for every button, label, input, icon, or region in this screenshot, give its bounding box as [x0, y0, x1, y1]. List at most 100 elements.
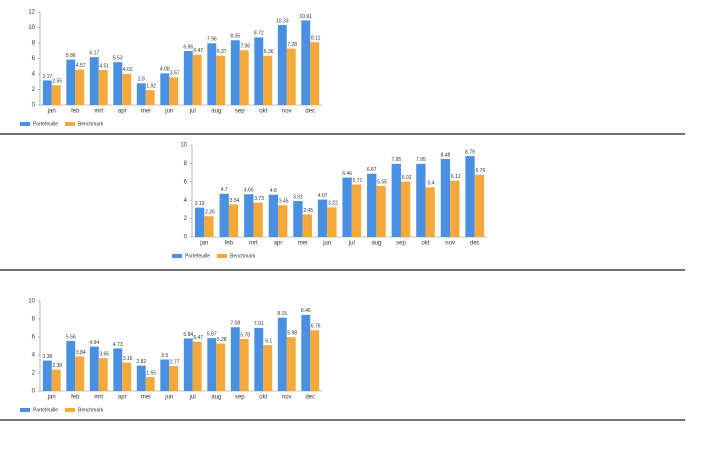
x-tick-label: dec [470, 241, 480, 247]
value-label: 10.91 [300, 14, 313, 20]
value-label: 5.84 [183, 332, 193, 338]
value-label: 6.12 [451, 174, 461, 180]
x-tick-label: okt [259, 395, 267, 401]
value-label: 3.5 [161, 353, 168, 359]
value-label: 5.78 [240, 332, 250, 338]
value-label: 6.76 [311, 323, 321, 329]
value-label: 6.36 [264, 49, 274, 55]
x-tick-label: dec [305, 109, 315, 115]
value-label: 5.28 [217, 337, 227, 343]
legend-label: Benchmark [78, 407, 104, 413]
value-label: 5.56 [66, 334, 76, 340]
value-label: 6.02 [402, 175, 412, 181]
bar [268, 194, 279, 237]
bar [192, 54, 202, 105]
legend-swatch [65, 408, 75, 412]
value-label: 4.73 [113, 342, 123, 348]
x-tick-label: dec [305, 395, 315, 401]
bar [376, 185, 386, 237]
bar [204, 216, 214, 237]
y-tick-label: 2 [32, 87, 36, 93]
y-tick-label: 0 [32, 103, 36, 109]
bar [301, 20, 311, 105]
value-label: 2.45 [303, 208, 313, 214]
legend-label: Portefeuille [33, 121, 58, 127]
y-tick-label: 0 [32, 389, 36, 395]
legend-swatch [65, 122, 75, 126]
bar [440, 158, 451, 237]
value-label: 5.4 [428, 181, 435, 187]
x-tick-label: jan [47, 109, 56, 115]
y-tick-label: 6 [184, 179, 188, 185]
value-label: 4.02 [123, 67, 133, 73]
x-tick-label: nov [282, 109, 292, 115]
bar [145, 377, 155, 391]
value-label: 5.98 [287, 331, 297, 337]
bar [301, 314, 311, 391]
bar [293, 201, 303, 237]
value-label: 5.87 [207, 331, 217, 337]
bar [310, 330, 320, 391]
x-tick-label: jan [199, 241, 208, 247]
x-tick-label: okt [422, 241, 430, 247]
y-tick-label: 6 [32, 335, 36, 341]
value-label: 3.45 [279, 199, 289, 205]
bar [286, 337, 296, 391]
bar [253, 202, 263, 237]
value-label: 6.76 [476, 168, 486, 174]
value-label: 3.22 [328, 201, 338, 207]
y-tick-label: 10 [28, 299, 35, 305]
bar [465, 156, 475, 237]
value-label: 4.94 [89, 340, 99, 346]
bar [263, 55, 273, 105]
bar [254, 327, 264, 391]
x-tick-label: jun [322, 241, 331, 247]
value-label: 4.08 [160, 67, 170, 73]
bar [51, 369, 61, 391]
value-label: 6.47 [193, 48, 203, 54]
bar [66, 340, 76, 391]
value-label: 5.71 [353, 178, 363, 184]
x-tick-label: jul [189, 109, 196, 115]
value-label: 3.84 [76, 350, 86, 356]
value-label: 7.95 [416, 157, 426, 163]
x-tick-label: feb [225, 241, 234, 247]
x-tick-label: apr [274, 241, 283, 247]
legend-swatch [217, 254, 227, 258]
bar [317, 199, 328, 237]
x-tick-label: mei [141, 109, 151, 115]
value-label: 6.17 [89, 51, 99, 57]
value-label: 4.7 [221, 187, 228, 193]
value-label: 3.54 [230, 198, 240, 204]
bar [277, 24, 287, 106]
bar [113, 348, 123, 391]
x-tick-label: aug [211, 395, 221, 401]
value-label: 4.6 [270, 188, 277, 194]
bar [391, 163, 401, 237]
bar [160, 73, 170, 105]
bar [286, 48, 296, 105]
x-tick-label: jan [47, 395, 56, 401]
bar [450, 180, 460, 237]
bar [351, 184, 362, 237]
bar [219, 193, 229, 237]
x-tick-label: aug [371, 241, 381, 247]
y-tick-label: 8 [32, 41, 36, 47]
value-label: 8.11 [311, 35, 321, 41]
bar [216, 343, 226, 391]
bar [207, 43, 217, 105]
bar [278, 205, 288, 237]
x-tick-label: mrt [94, 395, 103, 401]
bar [342, 177, 352, 237]
bar [51, 85, 61, 105]
bar [400, 181, 411, 237]
bar [207, 338, 217, 391]
value-label: 2.26 [205, 210, 215, 216]
value-label: 7.01 [254, 321, 264, 327]
value-label: 5.47 [193, 335, 203, 341]
bar [169, 77, 179, 105]
value-label: 2.77 [170, 359, 180, 365]
bar [75, 356, 85, 391]
value-label: 3.16 [123, 356, 133, 362]
bar [239, 50, 249, 105]
